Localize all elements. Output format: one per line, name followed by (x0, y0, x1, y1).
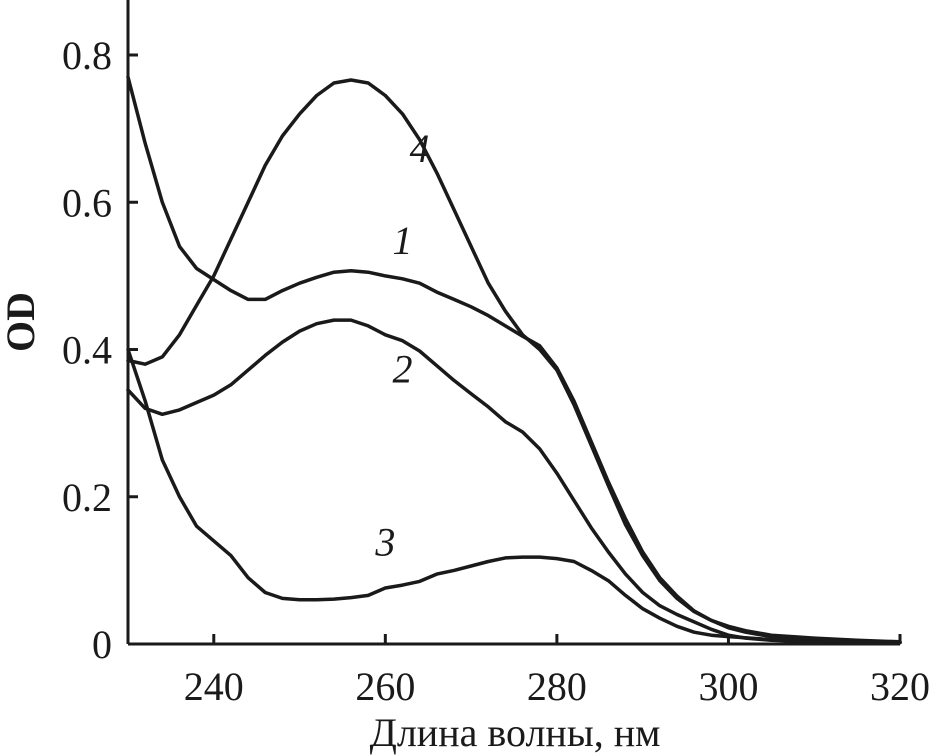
x-tick-label: 320 (870, 664, 929, 709)
x-tick-label: 280 (527, 664, 587, 709)
y-tick-label: 0.2 (62, 475, 112, 520)
series-label-4: 4 (410, 126, 430, 171)
x-tick-label: 260 (355, 664, 415, 709)
x-axis-ticks: 240 260 280 300 320 (184, 634, 929, 709)
y-tick-label: 0.8 (62, 33, 112, 78)
series-curve-3 (126, 347, 902, 645)
series-curve-2 (126, 318, 902, 645)
y-axis-ticks: 0 0.2 0.4 0.6 0.8 (62, 33, 138, 667)
series-curve-4 (126, 78, 902, 644)
series-labels: 1 2 3 4 (374, 126, 429, 565)
axes (126, 0, 900, 646)
x-tick-label: 300 (698, 664, 758, 709)
series-label-2: 2 (392, 347, 412, 392)
y-axis-title: OD (0, 292, 43, 352)
series-label-1: 1 (392, 218, 412, 263)
y-tick-label: 0 (92, 622, 112, 667)
x-axis-title: Длина волны, нм (370, 710, 661, 755)
series-curves (126, 75, 902, 645)
y-tick-label: 0.6 (62, 180, 112, 225)
y-tick-label: 0.4 (62, 328, 112, 373)
x-tick-label: 240 (184, 664, 244, 709)
series-label-3: 3 (374, 520, 395, 565)
